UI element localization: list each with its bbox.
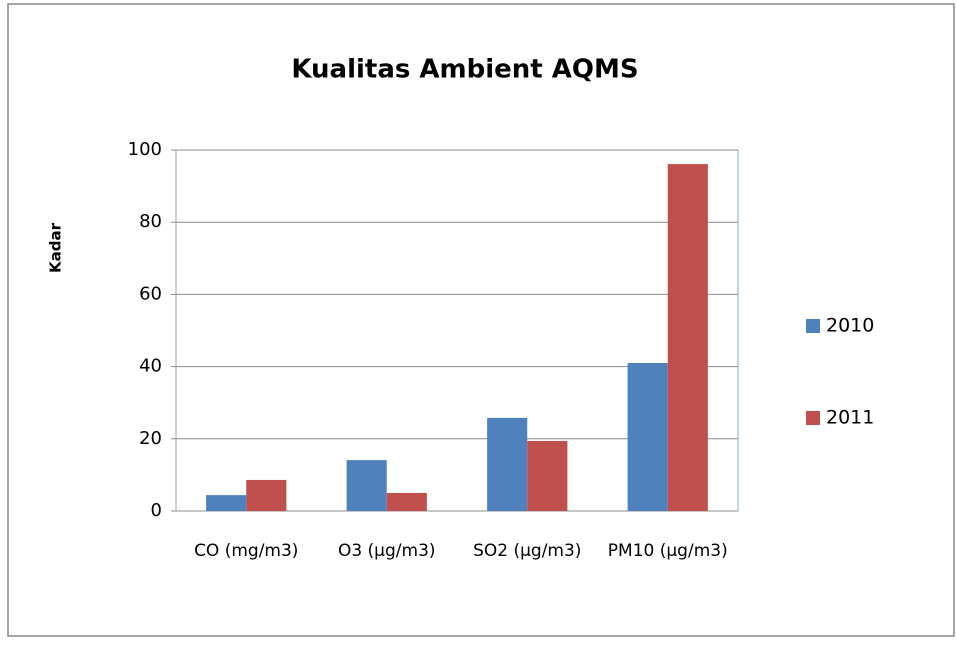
chart-frame bbox=[7, 3, 955, 637]
y-axis-label: Kadar bbox=[47, 222, 65, 273]
x-tick-label: O3 (µg/m3) bbox=[338, 541, 436, 561]
x-tick-label: SO2 (µg/m3) bbox=[473, 541, 581, 561]
y-tick-label: 60 bbox=[139, 283, 162, 304]
y-tick-label: 20 bbox=[139, 428, 162, 449]
x-tick-label: PM10 (µg/m3) bbox=[608, 541, 728, 561]
bar bbox=[386, 492, 427, 511]
bar bbox=[527, 440, 568, 511]
y-tick-label: 100 bbox=[128, 139, 162, 160]
bar bbox=[627, 362, 668, 511]
legend-label: 2010 bbox=[826, 315, 874, 337]
bar bbox=[206, 495, 247, 511]
x-tick-label: CO (mg/m3) bbox=[194, 541, 298, 561]
bar bbox=[487, 417, 528, 511]
legend-label: 2011 bbox=[826, 407, 874, 429]
y-tick-label: 40 bbox=[139, 356, 162, 377]
legend-swatch bbox=[806, 411, 820, 425]
bar bbox=[667, 164, 708, 512]
chart-title: Kualitas Ambient AQMS bbox=[291, 55, 638, 85]
bar bbox=[346, 460, 387, 511]
bar bbox=[246, 479, 287, 511]
legend-swatch bbox=[806, 319, 820, 333]
y-tick-label: 0 bbox=[151, 500, 162, 521]
y-tick-label: 80 bbox=[139, 211, 162, 232]
